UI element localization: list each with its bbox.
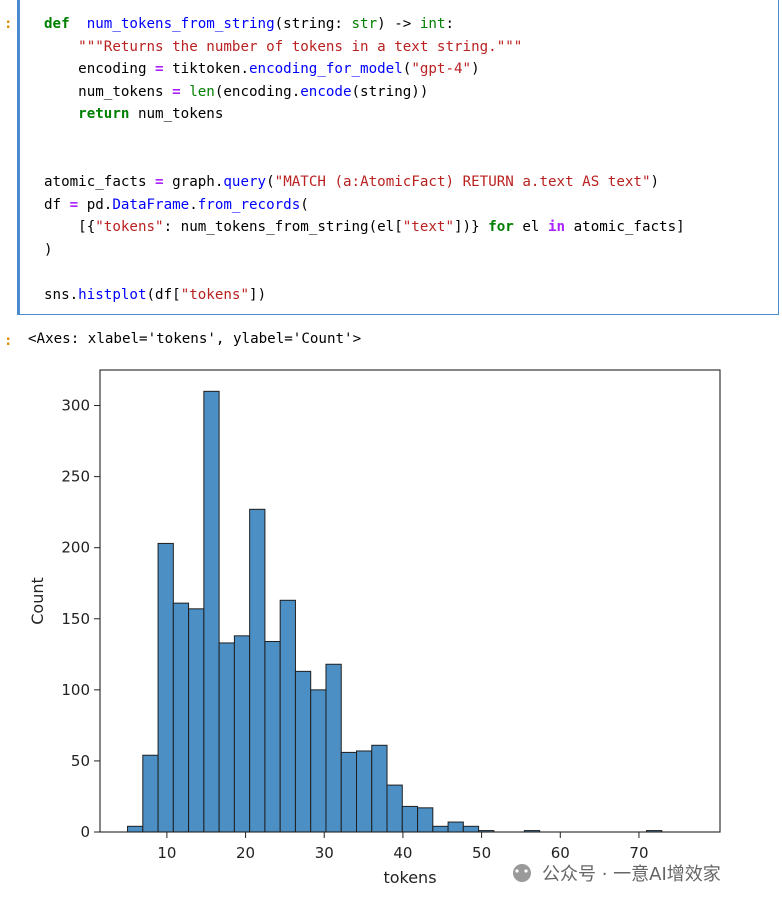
code-line: ) (44, 241, 53, 258)
histogram-bar (279, 599, 296, 833)
histogram-bar (127, 825, 144, 833)
histogram-bar (386, 784, 403, 833)
histogram-bar (325, 663, 342, 833)
histogram-bar (157, 542, 174, 833)
code-line: [{"tokens": num_tokens_from_string(el["t… (44, 219, 685, 236)
x-tick-label: 50 (472, 844, 491, 862)
histogram-bar (203, 390, 220, 833)
y-tick-label: 250 (61, 468, 90, 486)
x-axis-ticks: 10 20 30 40 50 60 70 (157, 832, 649, 862)
histogram-bar (188, 608, 205, 833)
histogram-bar (172, 602, 190, 833)
x-tick-label: 20 (236, 844, 255, 862)
y-axis-label: Count (28, 577, 47, 625)
watermark: 公众号 · 一意AI增效家 (513, 864, 721, 885)
y-tick-label: 300 (61, 397, 90, 415)
x-tick-label: 40 (393, 844, 412, 862)
histogram-bar (310, 689, 327, 833)
x-tick-label: 70 (629, 844, 648, 862)
histogram-bar (233, 635, 251, 833)
y-axis-ticks: 0 50 100 150 200 250 300 (61, 397, 100, 841)
histogram-bar (249, 508, 266, 833)
watermark-text: 公众号 · 一意AI增效家 (542, 864, 721, 885)
y-tick-label: 100 (61, 681, 90, 699)
histogram-bar (294, 670, 312, 833)
y-tick-label: 0 (80, 823, 90, 841)
plot-frame (99, 369, 721, 833)
x-tick-label: 60 (551, 844, 570, 862)
code-line: encoding = tiktoken.encoding_for_model("… (44, 61, 480, 78)
x-tick-label: 10 (157, 844, 176, 862)
x-axis-label: tokens (383, 868, 436, 887)
histogram-bar (447, 821, 464, 833)
code-line: return num_tokens (78, 106, 224, 123)
cell-output-text: <Axes: xlabel='tokens', ylabel='Count'> (28, 331, 362, 347)
code-line: """Returns the number of tokens in a tex… (78, 38, 523, 55)
y-tick-label: 200 (61, 539, 90, 557)
code-editor[interactable]: def num_tokens_from_string(string: str) … (44, 13, 685, 307)
code-line: atomic_facts = graph.query("MATCH (a:Ato… (44, 174, 660, 191)
histogram-bar (264, 641, 281, 833)
histogram-bar (142, 754, 159, 833)
histogram-bar (401, 805, 419, 833)
histogram-bars (127, 390, 663, 833)
input-prompt-marker: : (4, 16, 13, 32)
histogram-bar (462, 825, 480, 833)
output-prompt-marker: : (4, 333, 13, 349)
histogram-bar (340, 751, 357, 833)
histogram-bar (371, 744, 388, 833)
y-tick-label: 50 (71, 752, 90, 770)
x-tick-label: 30 (315, 844, 334, 862)
histogram-bar (218, 642, 235, 833)
code-line: df = pd.DataFrame.from_records( (44, 196, 309, 213)
code-cell[interactable]: def num_tokens_from_string(string: str) … (17, 0, 779, 315)
histogram-bar (355, 750, 373, 833)
code-line: sns.histplot(df["tokens"]) (44, 287, 267, 304)
y-tick-label: 150 (61, 610, 90, 628)
histogram-bar (417, 807, 434, 833)
code-line: def num_tokens_from_string(string: str) … (44, 16, 455, 32)
code-line: num_tokens = len(encoding.encode(string)… (44, 83, 429, 100)
histogram-bar (432, 825, 449, 833)
